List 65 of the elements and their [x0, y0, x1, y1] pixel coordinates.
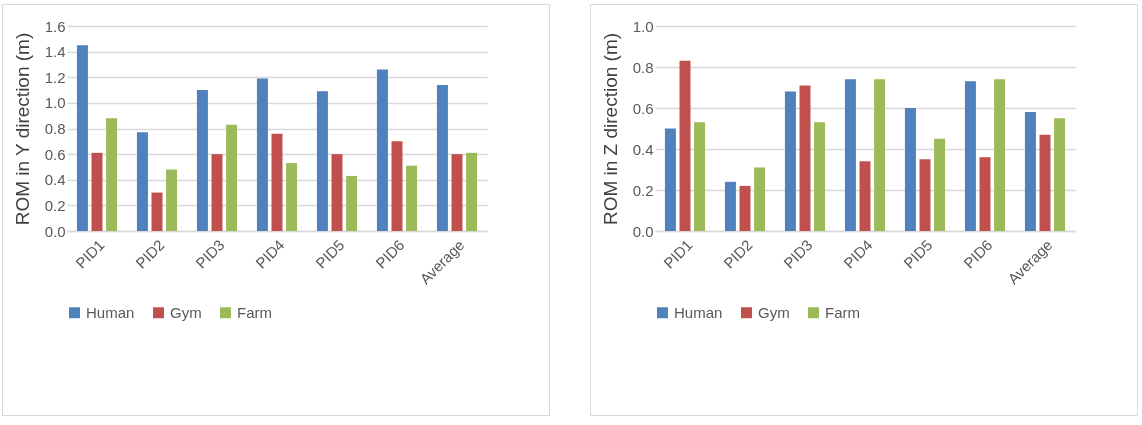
y-tick-label: 1.2 [44, 68, 66, 86]
y-tick-label: 0.4 [632, 140, 654, 158]
y-axis-title: ROM in Z direction (m) [599, 32, 621, 226]
y-tick-label: 0.4 [44, 171, 66, 189]
bar [904, 108, 916, 231]
y-tick-label: 0.8 [632, 58, 654, 76]
bar [271, 133, 283, 231]
bar [346, 175, 358, 231]
bar [784, 91, 796, 231]
bar [679, 60, 691, 231]
bar [196, 90, 208, 231]
bar [406, 165, 418, 231]
legend-label: Farm [237, 303, 272, 321]
bar [256, 78, 268, 231]
y-tick-label: 0.2 [632, 181, 654, 199]
bar [376, 69, 388, 231]
bar [874, 79, 886, 231]
bar [1024, 112, 1036, 231]
bar [1039, 134, 1051, 231]
y-tick-label: 0.0 [632, 222, 654, 240]
bar [754, 167, 766, 231]
y-tick-label: 1.6 [44, 17, 66, 35]
bar [964, 81, 976, 231]
bar [316, 91, 328, 231]
y-tick-label: 1.4 [44, 43, 66, 61]
legend-label: Gym [170, 303, 202, 321]
bar [151, 192, 163, 231]
bar [739, 185, 751, 231]
bar [226, 124, 238, 231]
bar [91, 152, 103, 231]
bar [136, 132, 148, 231]
y-tick-label: 0.6 [44, 145, 66, 163]
legend-label: Gym [758, 303, 790, 321]
bar [979, 157, 991, 231]
bar [466, 152, 478, 231]
bar [451, 154, 463, 231]
y-tick-label: 1.0 [632, 17, 654, 35]
bar [919, 159, 931, 231]
bar [814, 122, 826, 231]
bar [286, 163, 298, 231]
bar [664, 128, 676, 231]
bar [994, 79, 1006, 231]
y-tick-label: 0.6 [632, 99, 654, 117]
bar [1054, 118, 1066, 231]
y-tick-label: 1.0 [44, 94, 66, 112]
bar [844, 79, 856, 231]
y-tick-label: 0.0 [44, 222, 66, 240]
y-tick-label: 0.8 [44, 120, 66, 137]
y-axis-title: ROM in Y direction (m) [11, 32, 33, 226]
legend-label: Human [674, 303, 723, 321]
y-tick-label: 0.2 [44, 196, 66, 214]
bar [934, 138, 946, 231]
bar [694, 122, 706, 231]
bar [391, 141, 403, 231]
bar [106, 118, 118, 231]
bar [799, 85, 811, 231]
bar [166, 169, 178, 231]
bar [211, 154, 223, 231]
legend-label: Human [86, 303, 135, 321]
bar [436, 84, 448, 231]
bar [76, 45, 88, 231]
bar [331, 154, 343, 231]
legend-label: Farm [825, 303, 860, 321]
bar [859, 161, 871, 231]
bar [724, 181, 736, 231]
